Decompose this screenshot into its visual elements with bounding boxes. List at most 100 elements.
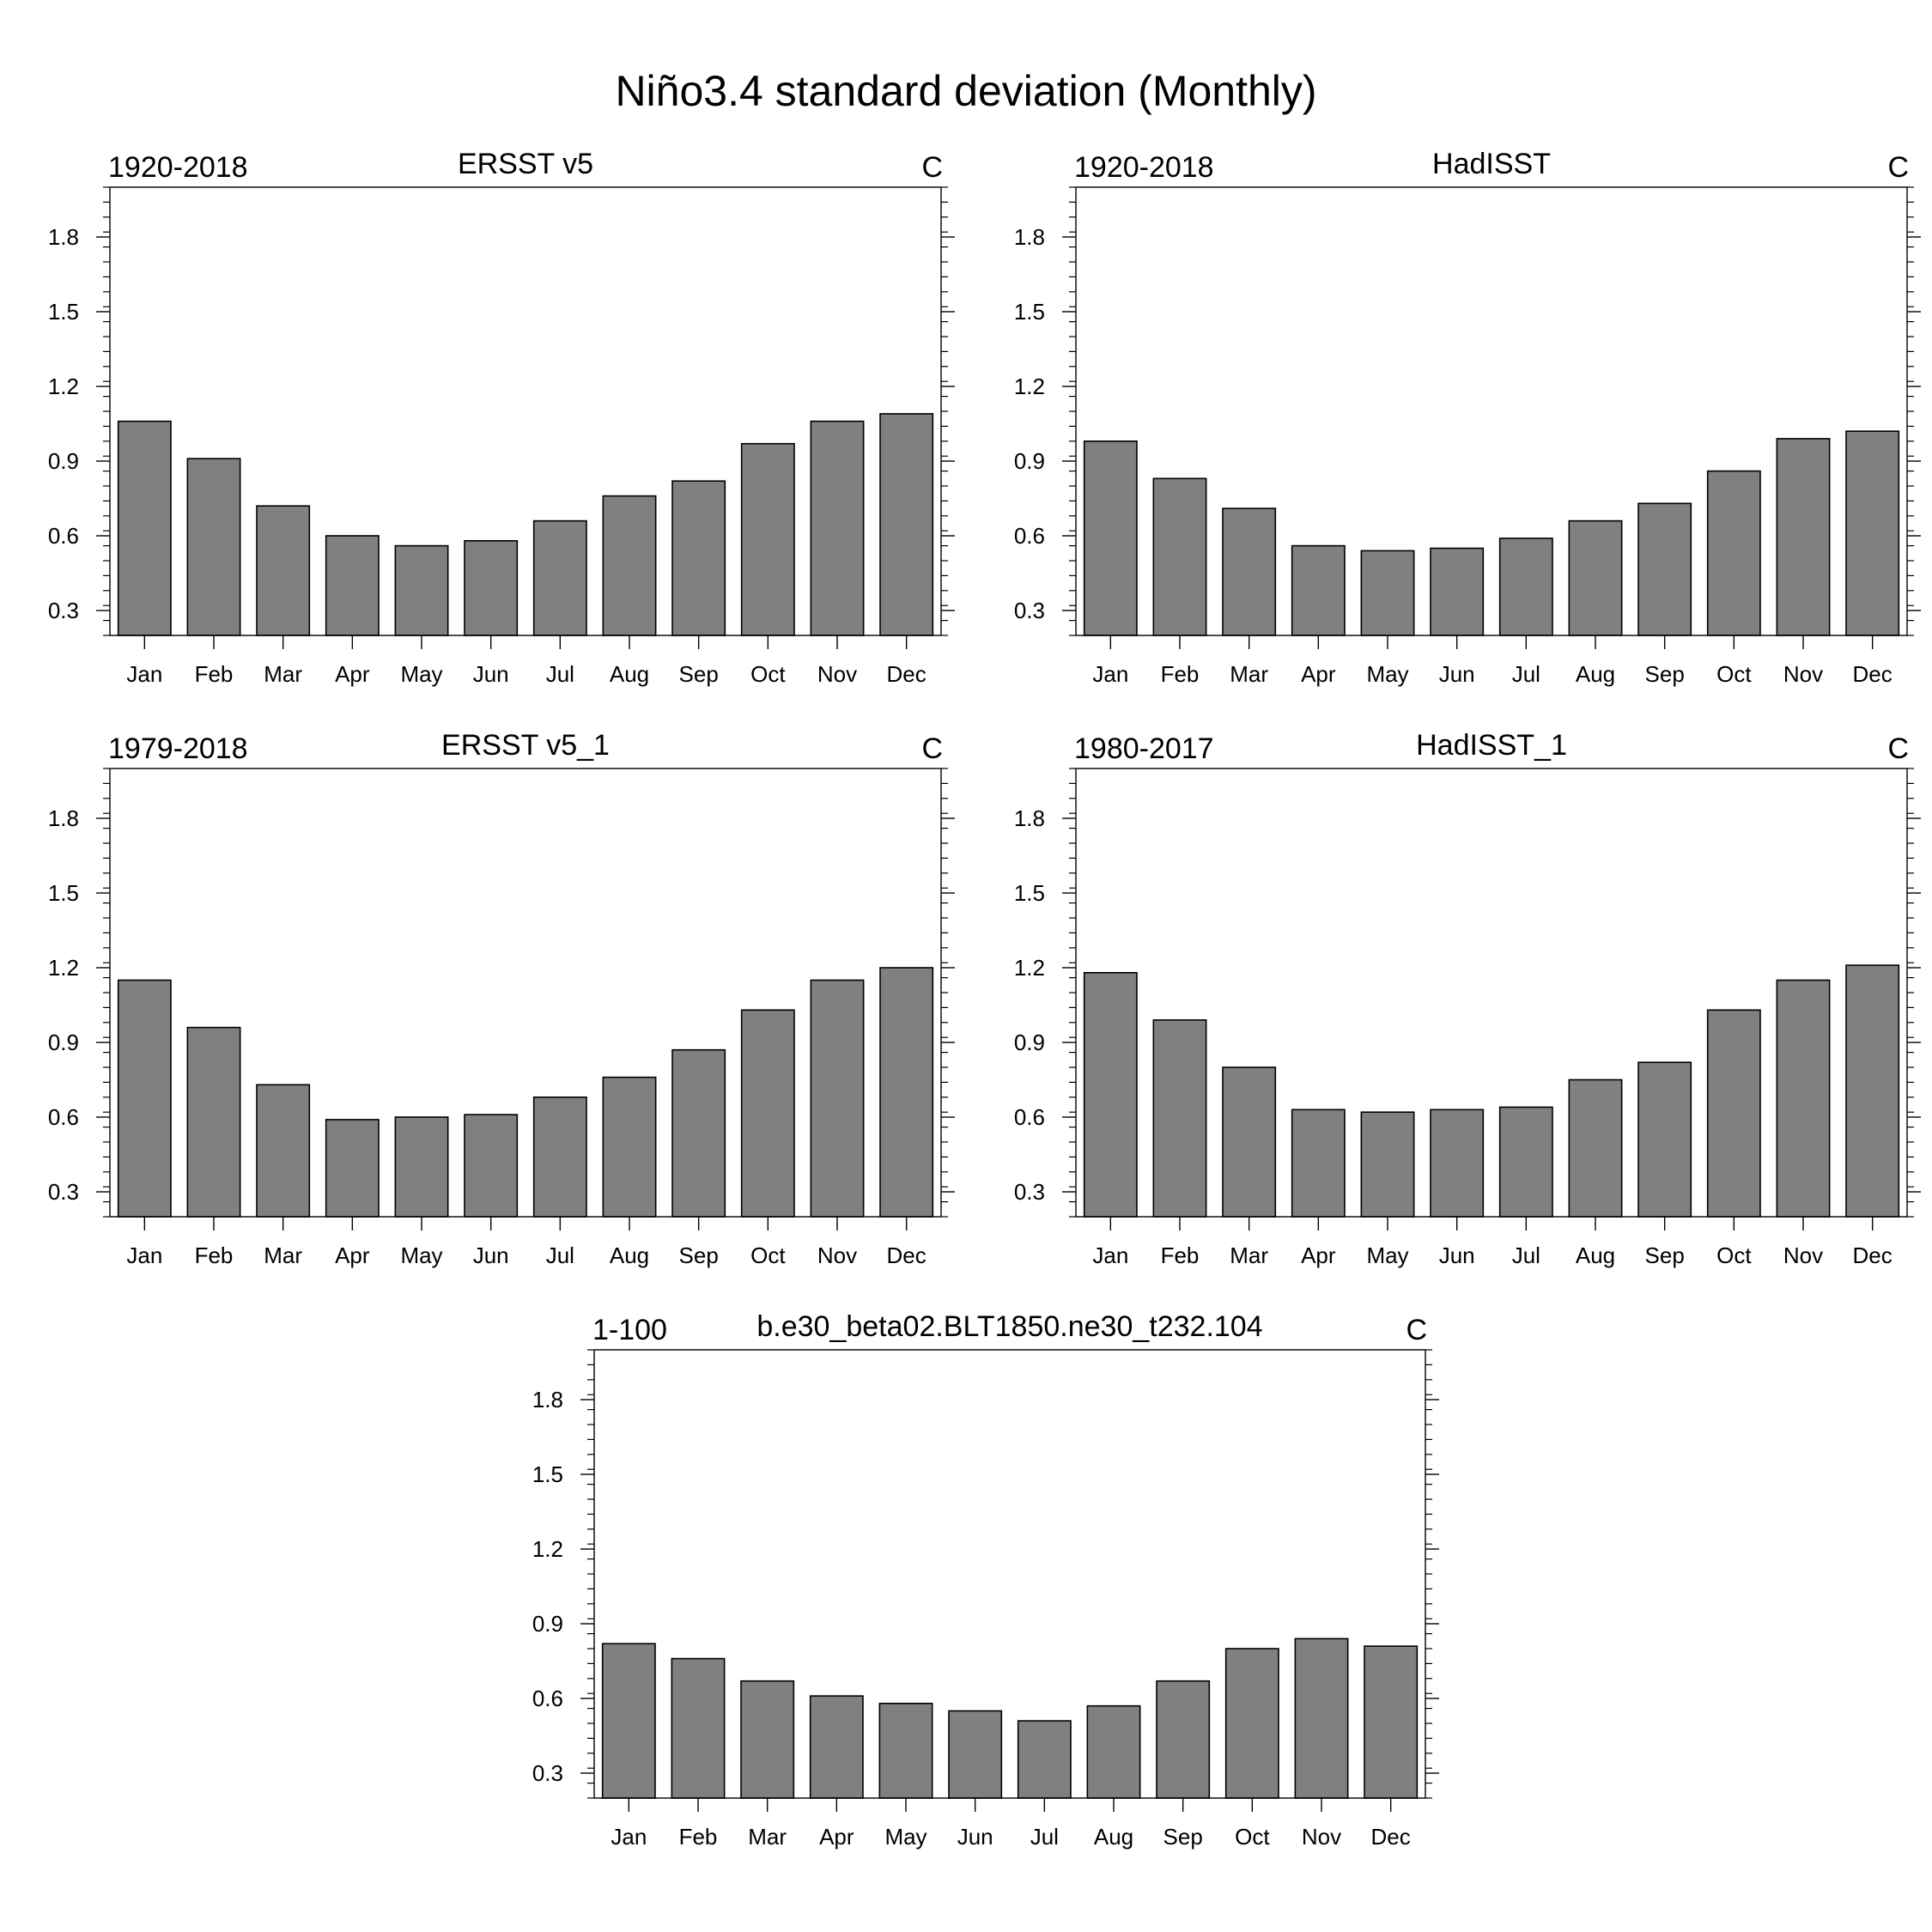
bar-jul — [532, 519, 587, 636]
figure-title: Niño3.4 standard deviation (Monthly) — [615, 67, 1316, 115]
bar-dec — [1845, 430, 1900, 636]
chart-panel-3: 0.3 0.6 0.9 1.2 1.5 1.8 Jan Feb Mar Apr May Jun Jul A… — [48, 729, 955, 1268]
x-tick-label: Feb — [679, 1824, 718, 1850]
y-tick-label: 1.8 — [48, 805, 79, 831]
bar-mar — [256, 505, 311, 636]
panel-period-label: 1980-2017 — [1074, 732, 1214, 765]
chart-panel-4: 0.3 0.6 0.9 1.2 1.5 1.8 Jan Feb Mar Apr May Jun Jul A… — [1014, 729, 1921, 1268]
bar-mar — [1222, 507, 1277, 636]
y-tick-label: 1.2 — [48, 955, 79, 981]
x-tick-label: Dec — [1371, 1824, 1411, 1850]
chart-panel-5: 0.3 0.6 0.9 1.2 1.5 1.8 Jan Feb Mar Apr May Jun Jul A… — [532, 1310, 1439, 1850]
bar-jan — [117, 979, 172, 1218]
y-tick-label: 0.6 — [1014, 1104, 1045, 1130]
x-tick-label: Jul — [1030, 1824, 1059, 1850]
y-tick-label: 1.2 — [532, 1536, 563, 1562]
panel-units-label: C — [1887, 151, 1909, 184]
y-tick-label: 0.3 — [532, 1760, 563, 1786]
bar-jul — [1498, 538, 1553, 636]
bar-sep — [1637, 1061, 1692, 1218]
bar-jan — [1083, 972, 1138, 1218]
panel-units-label: C — [1406, 1314, 1427, 1346]
x-tick-label: Aug — [610, 661, 649, 687]
bar-nov — [1776, 438, 1831, 636]
x-tick-label: Aug — [1576, 1242, 1615, 1268]
bar-jun — [464, 539, 519, 636]
chart-panel-2: 0.3 0.6 0.9 1.2 1.5 1.8 Jan Feb Mar Apr May Jun Jul A… — [1014, 148, 1921, 687]
y-tick-label: 0.3 — [48, 598, 79, 623]
bar-nov — [1776, 979, 1831, 1218]
bar-jun — [1430, 1109, 1485, 1218]
x-tick-label: Oct — [750, 661, 786, 687]
x-tick-label: Jul — [546, 1242, 574, 1268]
y-tick-label: 0.3 — [48, 1179, 79, 1205]
panel-period-label: 1920-2018 — [1074, 151, 1214, 184]
x-tick-label: Jan — [126, 661, 162, 687]
bar-jun — [464, 1114, 519, 1218]
y-tick-label: 1.2 — [1014, 955, 1045, 981]
x-tick-label: Mar — [264, 661, 302, 687]
x-tick-label: Aug — [1576, 661, 1615, 687]
bar-jun — [1430, 547, 1485, 636]
bar-apr — [325, 1119, 380, 1218]
bar-mar — [1222, 1066, 1277, 1218]
x-tick-label: Sep — [1645, 1242, 1685, 1268]
x-tick-label: Jan — [126, 1242, 162, 1268]
x-tick-label: Jun — [473, 661, 509, 687]
x-tick-label: Nov — [817, 661, 857, 687]
bar-aug — [1568, 1078, 1623, 1218]
y-tick-label: 1.2 — [1014, 374, 1045, 399]
x-tick-label: Mar — [264, 1242, 302, 1268]
x-tick-label: Oct — [1235, 1824, 1270, 1850]
x-tick-label: Feb — [1161, 661, 1200, 687]
bar-nov — [1294, 1637, 1349, 1799]
bar-sep — [1637, 502, 1692, 636]
y-tick-label: 0.9 — [1014, 448, 1045, 474]
y-tick-label: 0.9 — [532, 1611, 563, 1637]
x-tick-label: Jun — [473, 1242, 509, 1268]
bar-aug — [602, 495, 657, 636]
bar-feb — [186, 458, 241, 636]
y-tick-label: 0.9 — [48, 1030, 79, 1055]
x-tick-label: Jun — [1439, 1242, 1475, 1268]
panel-title: HadISST_1 — [1416, 729, 1567, 762]
panel-title: ERSST v5_1 — [441, 729, 610, 762]
x-tick-label: Mar — [1230, 1242, 1268, 1268]
bar-apr — [809, 1695, 864, 1799]
panel-title: HadISST — [1432, 148, 1551, 180]
bar-jun — [948, 1710, 1003, 1799]
y-tick-label: 1.8 — [1014, 805, 1045, 831]
x-tick-label: May — [1366, 1242, 1408, 1268]
bar-dec — [879, 967, 934, 1218]
x-tick-label: Jul — [1512, 661, 1540, 687]
panel-period-label: 1920-2018 — [108, 151, 248, 184]
y-tick-label: 1.5 — [48, 880, 79, 906]
x-tick-label: Oct — [1716, 1242, 1752, 1268]
bar-apr — [1291, 544, 1346, 636]
bar-feb — [1152, 1019, 1207, 1218]
x-tick-label: Sep — [679, 661, 719, 687]
y-tick-label: 1.8 — [532, 1387, 563, 1413]
bar-apr — [325, 535, 380, 636]
bar-feb — [1152, 477, 1207, 636]
bar-may — [878, 1703, 933, 1799]
bar-jul — [532, 1097, 587, 1218]
x-tick-label: Apr — [335, 661, 370, 687]
bar-sep — [671, 1048, 726, 1218]
panel-units-label: C — [1887, 732, 1909, 765]
panels: 0.3 0.6 0.9 1.2 1.5 1.8 Jan Feb Mar Apr May Jun Jul A… — [48, 148, 1921, 1850]
y-tick-label: 0.6 — [1014, 523, 1045, 549]
y-tick-label: 0.9 — [1014, 1030, 1045, 1055]
x-tick-label: Sep — [1163, 1824, 1203, 1850]
x-tick-label: Oct — [750, 1242, 786, 1268]
x-tick-label: Nov — [1302, 1824, 1341, 1850]
bar-oct — [1224, 1648, 1279, 1799]
bar-may — [394, 544, 449, 636]
bar-jul — [1017, 1720, 1072, 1799]
bar-oct — [740, 442, 795, 636]
y-tick-label: 0.3 — [1014, 598, 1045, 623]
bar-jul — [1498, 1106, 1553, 1218]
bar-apr — [1291, 1109, 1346, 1218]
y-tick-label: 1.8 — [1014, 224, 1045, 250]
